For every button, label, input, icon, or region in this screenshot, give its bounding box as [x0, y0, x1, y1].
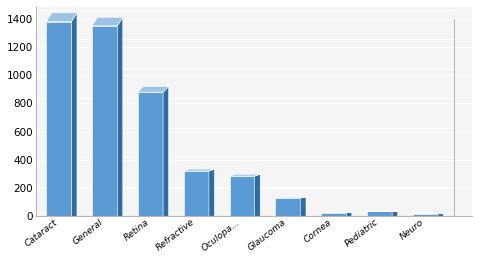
- Polygon shape: [163, 87, 169, 216]
- Polygon shape: [209, 169, 215, 216]
- Polygon shape: [138, 87, 169, 92]
- Polygon shape: [46, 13, 77, 22]
- Polygon shape: [321, 213, 346, 216]
- Polygon shape: [184, 169, 215, 171]
- Polygon shape: [117, 17, 123, 216]
- Polygon shape: [367, 211, 392, 216]
- Polygon shape: [184, 171, 209, 216]
- Polygon shape: [138, 92, 163, 216]
- Polygon shape: [255, 174, 260, 216]
- Polygon shape: [92, 17, 123, 26]
- Polygon shape: [92, 26, 117, 216]
- Polygon shape: [346, 213, 352, 216]
- Polygon shape: [413, 214, 438, 216]
- Polygon shape: [275, 198, 300, 216]
- Polygon shape: [229, 176, 255, 216]
- Polygon shape: [71, 13, 77, 216]
- Polygon shape: [229, 174, 260, 176]
- Polygon shape: [300, 197, 306, 216]
- Polygon shape: [392, 211, 398, 216]
- Polygon shape: [46, 22, 71, 216]
- Polygon shape: [275, 197, 306, 198]
- Polygon shape: [438, 214, 444, 216]
